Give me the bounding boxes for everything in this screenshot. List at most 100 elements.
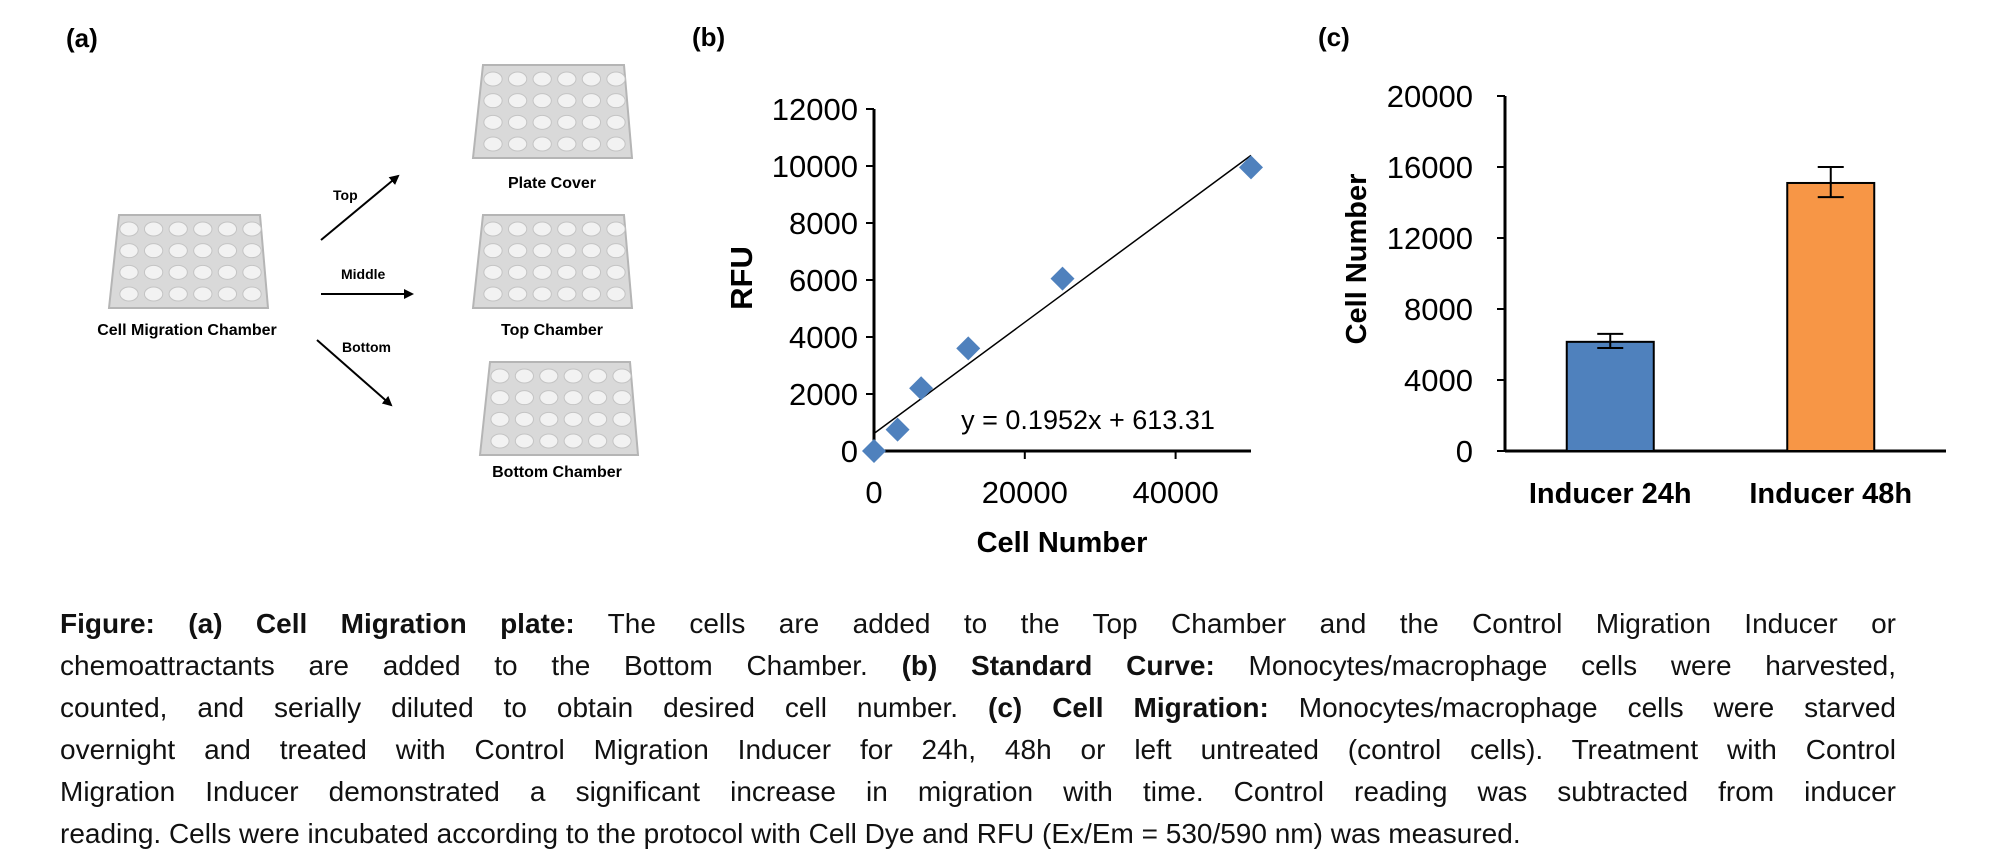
- caption-text: counted, and serially diluted to obtain …: [60, 692, 989, 723]
- plate-well: [612, 433, 632, 449]
- plate-well: [606, 221, 626, 237]
- y-tick-label: 0: [841, 434, 858, 469]
- plate-well: [557, 243, 577, 259]
- plate-well: [557, 286, 577, 302]
- plate-well: [217, 286, 238, 302]
- panel-b-label: (b): [692, 22, 725, 52]
- plate-well: [539, 368, 559, 384]
- caption-line: counted, and serially diluted to obtain …: [60, 687, 1896, 729]
- plate-well: [557, 71, 577, 87]
- data-point: [1239, 155, 1263, 180]
- plate-well: [532, 93, 552, 109]
- y-tick-label: 12000: [772, 92, 858, 127]
- plate-well: [514, 433, 534, 449]
- caption-text: Migration Inducer demonstrated a signifi…: [60, 776, 1896, 807]
- caption-text: Monocytes/macrophage cells were starved: [1268, 692, 1896, 723]
- plate-well: [612, 411, 632, 427]
- caption-bold-text: (c) Cell Migration:: [988, 692, 1269, 723]
- y-axis-title: Cell Number: [1341, 174, 1373, 345]
- plate-well: [168, 243, 188, 259]
- bar: [1786, 181, 1876, 452]
- x-tick-label: 20000: [982, 475, 1068, 510]
- x-tick-label: 40000: [1132, 475, 1218, 510]
- plate-well: [606, 93, 626, 109]
- plate-well: [588, 433, 608, 449]
- plate-body: [478, 361, 640, 456]
- caption-text: The cells are added to the Top Chamber a…: [574, 608, 1897, 639]
- plate-well: [242, 286, 262, 302]
- figure-caption: Figure: (a) Cell Migration plate: The ce…: [60, 603, 1896, 855]
- plate-well: [143, 264, 164, 280]
- panel-c-bar-chart: (c) 0 4000 8000 12000 16000 20000 Inducer 24h I…: [1318, 22, 1946, 510]
- plate-well: [581, 114, 602, 130]
- plate-well: [557, 93, 577, 109]
- plate-well: [507, 264, 528, 280]
- plate-well: [483, 136, 503, 152]
- plate-well: [242, 264, 262, 280]
- plate-well: [217, 264, 238, 280]
- plate-well: [119, 221, 139, 237]
- category-label: Inducer 24h: [1529, 478, 1692, 510]
- plate-well: [612, 390, 632, 406]
- data-point: [909, 376, 934, 401]
- caption-line: chemoattractants are added to the Bottom…: [60, 645, 1896, 687]
- target-label-top-chamber: Top Chamber: [501, 322, 603, 339]
- plate-well: [507, 71, 528, 87]
- caption-text: overnight and treated with Control Migra…: [60, 734, 1896, 765]
- plate-well: [606, 243, 626, 259]
- plate-well: [557, 221, 577, 237]
- plate-well: [507, 136, 528, 152]
- plate-well: [483, 243, 503, 259]
- plate-well: [532, 221, 552, 237]
- caption-bold-text: (b) Standard Curve:: [901, 650, 1215, 681]
- y-tick-label: 4000: [1404, 363, 1473, 398]
- plate-well: [532, 264, 552, 280]
- plate-well: [581, 264, 602, 280]
- trendline: [873, 154, 1252, 435]
- y-axis-title: RFU: [724, 246, 759, 310]
- plate-well: [507, 286, 528, 302]
- panel-b-scatter-chart: (b) 0 2000 4000 6000 8000 10000 12000 0 20000 400…: [692, 22, 1263, 559]
- y-tick-label: 12000: [1387, 221, 1473, 256]
- plate-well: [119, 264, 139, 280]
- caption-line: overnight and treated with Control Migra…: [60, 729, 1896, 771]
- plate-well: [193, 243, 213, 259]
- caption-text: chemoattractants are added to the Bottom…: [60, 650, 902, 681]
- plate-well: [532, 136, 552, 152]
- arrow-top: [320, 174, 400, 241]
- arrow-bottom: [316, 339, 393, 407]
- plate-well: [539, 433, 559, 449]
- panel-a: (a) Cell Migration Chamber Plate Cover T…: [66, 23, 640, 481]
- caption-text: Monocytes/macrophage cells were harveste…: [1214, 650, 1896, 681]
- plate-well: [532, 243, 552, 259]
- caption-line: Migration Inducer demonstrated a signifi…: [60, 771, 1896, 813]
- caption-bold-text: Figure: (a) Cell Migration plate:: [60, 608, 575, 639]
- plate-well: [539, 390, 559, 406]
- y-tick-label: 10000: [772, 149, 858, 184]
- plate-body: [471, 64, 634, 159]
- plate-well: [217, 243, 238, 259]
- plate-well: [193, 286, 213, 302]
- plate-well: [557, 114, 577, 130]
- plate-well: [581, 221, 602, 237]
- plate-well: [507, 221, 528, 237]
- plate-well: [557, 264, 577, 280]
- plate-well: [514, 390, 534, 406]
- x-tick-label: 0: [865, 475, 882, 510]
- y-tick-label: 0: [1456, 434, 1473, 469]
- y-tick-label: 4000: [789, 320, 858, 355]
- data-point: [862, 439, 886, 463]
- data-point: [885, 417, 910, 442]
- plate-well: [483, 114, 503, 130]
- plate-well: [490, 368, 510, 384]
- plate-well: [588, 390, 608, 406]
- plate-well: [507, 114, 528, 130]
- y-tick-label: 8000: [1404, 292, 1473, 327]
- plate-well: [612, 368, 632, 384]
- plate-well: [563, 411, 583, 427]
- caption-text: reading. Cells were incubated according …: [60, 818, 1521, 849]
- x-axis-title: Cell Number: [977, 527, 1148, 559]
- panel-c-label: (c): [1318, 22, 1350, 52]
- plate-well: [532, 286, 552, 302]
